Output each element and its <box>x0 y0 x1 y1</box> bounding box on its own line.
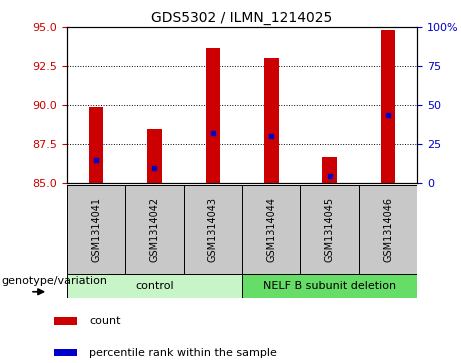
Text: GSM1314046: GSM1314046 <box>383 197 393 262</box>
Text: GSM1314041: GSM1314041 <box>91 197 101 262</box>
Text: GSM1314044: GSM1314044 <box>266 197 276 262</box>
Bar <box>54 317 77 325</box>
Text: GSM1314045: GSM1314045 <box>325 197 335 262</box>
Text: control: control <box>135 281 174 291</box>
Text: GSM1314042: GSM1314042 <box>149 197 160 262</box>
Text: percentile rank within the sample: percentile rank within the sample <box>89 347 277 358</box>
Text: NELF B subunit deletion: NELF B subunit deletion <box>263 281 396 291</box>
Bar <box>264 58 278 183</box>
Text: genotype/variation: genotype/variation <box>1 276 107 286</box>
Text: GSM1314043: GSM1314043 <box>208 197 218 262</box>
Bar <box>147 129 162 183</box>
Bar <box>381 30 395 183</box>
Bar <box>67 274 242 298</box>
Text: count: count <box>89 316 121 326</box>
Bar <box>206 48 220 183</box>
Bar <box>54 348 77 356</box>
Bar <box>322 157 337 183</box>
Bar <box>242 274 417 298</box>
Title: GDS5302 / ILMN_1214025: GDS5302 / ILMN_1214025 <box>151 11 333 25</box>
Bar <box>89 107 103 183</box>
